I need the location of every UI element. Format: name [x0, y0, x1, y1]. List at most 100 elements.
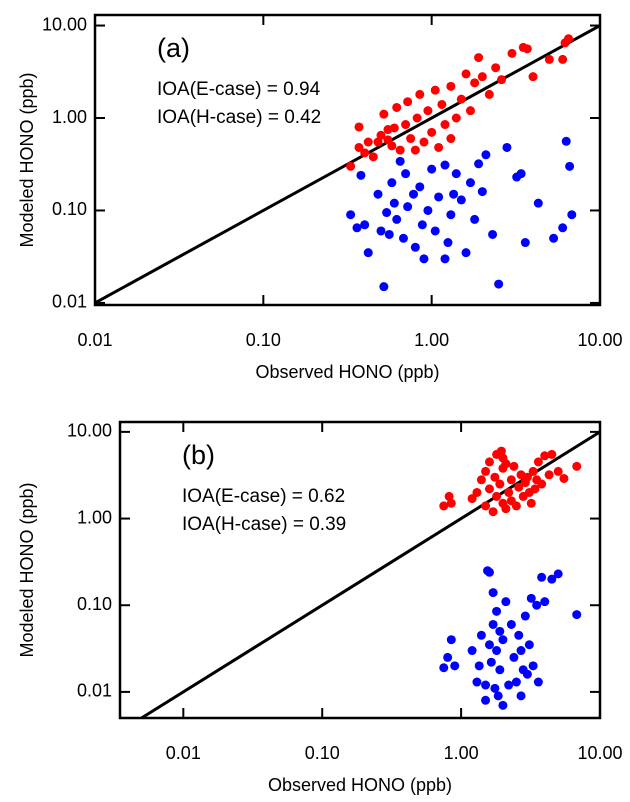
- point: [522, 44, 532, 54]
- point: [558, 223, 568, 233]
- point: [474, 53, 484, 63]
- point: [346, 161, 356, 171]
- point: [356, 170, 366, 180]
- point: [434, 142, 444, 152]
- point: [379, 282, 389, 292]
- annotation: IOA(H-case) = 0.42: [157, 107, 321, 128]
- y-tick-label: 1.00: [52, 107, 87, 127]
- point: [346, 210, 356, 220]
- point: [572, 610, 582, 620]
- point: [494, 279, 504, 289]
- y-tick-label: 10.00: [67, 421, 112, 441]
- point: [522, 669, 532, 679]
- point: [417, 220, 427, 230]
- point: [467, 494, 477, 504]
- y-tick-label: 1.00: [77, 507, 112, 527]
- point: [472, 487, 482, 497]
- point: [383, 125, 393, 135]
- point: [465, 106, 475, 116]
- x-tick-label: 1.00: [444, 743, 479, 763]
- annotation: IOA(E-case) = 0.62: [182, 486, 345, 507]
- point: [439, 663, 449, 673]
- point: [528, 661, 538, 671]
- point: [549, 233, 559, 243]
- point: [498, 453, 508, 463]
- point: [495, 479, 505, 489]
- point: [509, 652, 519, 662]
- point: [497, 75, 507, 85]
- point: [449, 189, 459, 199]
- point: [533, 198, 543, 208]
- point: [484, 89, 494, 99]
- point: [533, 457, 543, 467]
- point: [520, 611, 530, 621]
- point: [477, 187, 487, 197]
- point: [509, 461, 519, 471]
- point: [437, 99, 447, 109]
- point: [481, 150, 491, 160]
- point: [481, 695, 491, 705]
- point: [434, 192, 444, 202]
- point: [474, 159, 484, 169]
- point: [401, 120, 411, 130]
- plot-frame: [118, 420, 602, 720]
- x-axis-label: Observed HONO (ppb): [268, 775, 452, 795]
- point: [373, 137, 383, 147]
- point: [495, 665, 505, 675]
- point: [501, 597, 511, 607]
- point: [446, 81, 456, 91]
- point: [537, 572, 547, 582]
- point: [389, 198, 399, 208]
- point: [401, 169, 411, 179]
- point: [368, 152, 378, 162]
- point: [439, 501, 449, 511]
- point: [507, 48, 517, 58]
- point: [450, 661, 460, 671]
- point: [498, 635, 508, 645]
- point: [495, 626, 505, 636]
- point: [440, 120, 450, 130]
- point: [410, 145, 420, 155]
- y-tick-label: 0.10: [77, 594, 112, 614]
- point: [524, 640, 534, 650]
- point: [419, 137, 429, 147]
- x-tick-label: 0.01: [77, 330, 112, 350]
- point: [486, 657, 496, 667]
- point: [456, 94, 466, 104]
- point: [398, 233, 408, 243]
- point: [559, 473, 569, 483]
- point: [474, 661, 484, 671]
- point: [504, 487, 514, 497]
- point: [540, 597, 550, 607]
- point: [406, 134, 416, 144]
- point: [470, 214, 480, 224]
- point: [484, 640, 494, 650]
- point: [501, 504, 511, 514]
- point: [526, 593, 536, 603]
- point: [379, 109, 389, 119]
- point: [363, 137, 373, 147]
- point: [506, 475, 516, 485]
- point: [565, 161, 575, 171]
- point: [516, 169, 526, 179]
- y-axis-label: Modeled HONO (ppb): [17, 72, 37, 247]
- point: [444, 491, 454, 501]
- point: [532, 600, 542, 610]
- point: [528, 72, 538, 82]
- point: [498, 700, 508, 710]
- point: [419, 254, 429, 264]
- y-tick-label: 0.01: [77, 681, 112, 701]
- point: [488, 507, 498, 517]
- point: [461, 248, 471, 258]
- x-tick-label: 10.00: [577, 330, 622, 350]
- point: [488, 619, 498, 629]
- point: [516, 646, 526, 656]
- x-tick-label: 0.01: [166, 743, 201, 763]
- point: [446, 210, 456, 220]
- point: [544, 54, 554, 64]
- y-axis-label: Modeled HONO (ppb): [17, 482, 37, 657]
- point: [415, 89, 425, 99]
- point: [409, 189, 419, 199]
- x-tick-label: 0.10: [246, 330, 281, 350]
- point: [484, 484, 494, 494]
